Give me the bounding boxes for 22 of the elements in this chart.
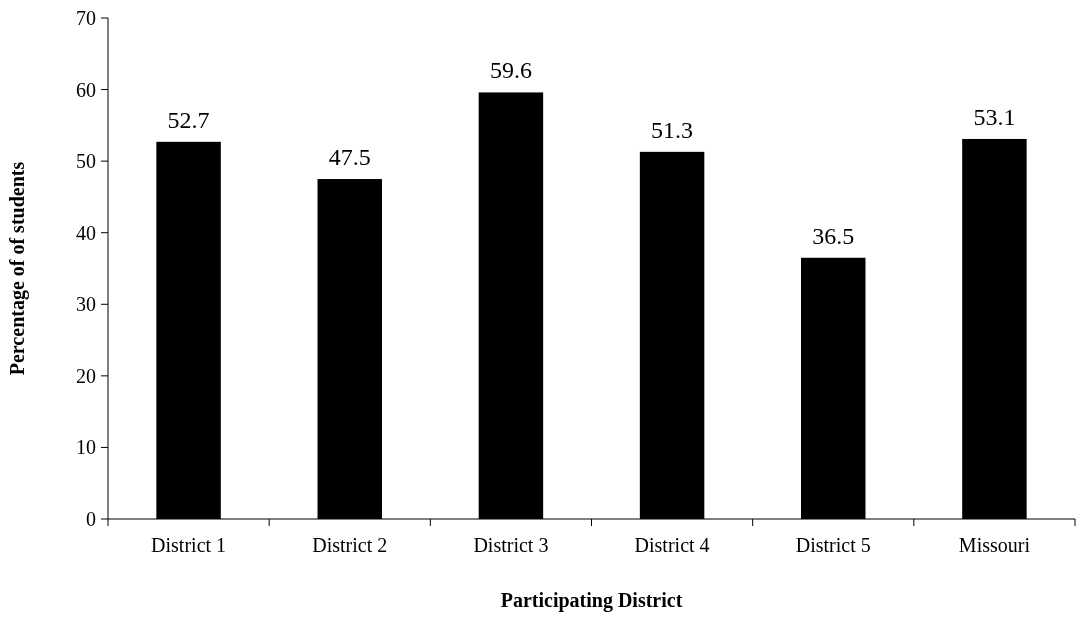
x-tick-label: District 3 bbox=[473, 534, 549, 556]
data-label: 47.5 bbox=[328, 144, 371, 171]
data-label: 52.7 bbox=[167, 106, 210, 133]
data-label: 53.1 bbox=[973, 103, 1016, 130]
y-tick-label: 40 bbox=[76, 221, 96, 244]
x-tick-label: District 1 bbox=[151, 534, 227, 556]
y-tick-label: 20 bbox=[76, 364, 96, 387]
x-axis-title: Participating District bbox=[500, 589, 683, 612]
x-tick-label: Missouri bbox=[958, 534, 1031, 556]
y-tick-label: 60 bbox=[76, 78, 96, 101]
data-label: 51.3 bbox=[651, 116, 694, 143]
data-label: 36.5 bbox=[812, 222, 855, 249]
x-tick-label: District 2 bbox=[312, 534, 388, 556]
y-axis-title: Percentage of of students bbox=[6, 161, 29, 376]
x-tick-label: District 4 bbox=[634, 534, 710, 556]
y-tick-label: 0 bbox=[86, 508, 96, 530]
y-tick-label: 50 bbox=[76, 150, 96, 173]
y-tick-label: 10 bbox=[76, 436, 96, 459]
x-tick-label: District 5 bbox=[795, 534, 871, 556]
y-tick-label: 70 bbox=[76, 7, 96, 29]
y-tick-label: 30 bbox=[76, 293, 96, 316]
data-label: 59.6 bbox=[489, 57, 532, 84]
